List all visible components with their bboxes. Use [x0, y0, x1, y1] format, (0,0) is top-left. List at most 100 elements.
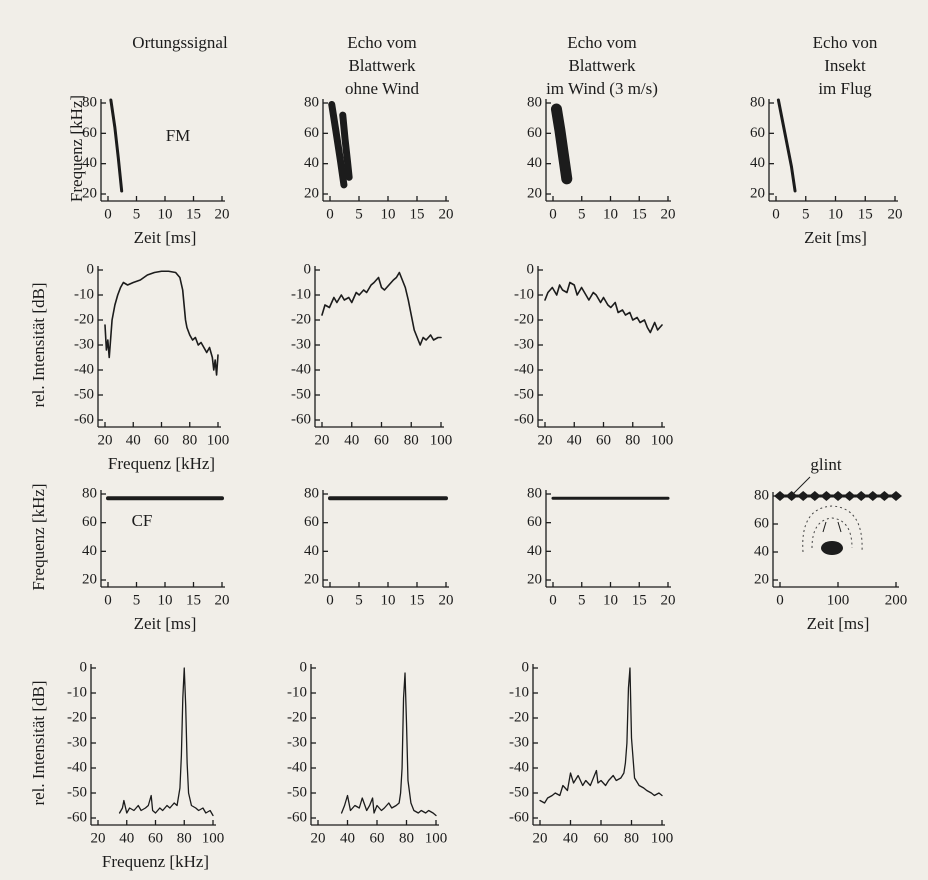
- y-tick-label: -60: [74, 411, 94, 427]
- y-tick-label: 0: [87, 261, 95, 277]
- column-title: ohne Wind: [345, 79, 420, 98]
- y-tick-label: -30: [291, 336, 311, 352]
- annotation-leader: [792, 476, 811, 495]
- data-line: [539, 667, 663, 804]
- insect-body: [821, 541, 843, 555]
- y-tick-label: 0: [304, 261, 312, 277]
- x-tick-label: 20: [661, 592, 676, 608]
- x-tick-label: 20: [439, 206, 454, 222]
- y-tick-label: -60: [291, 411, 311, 427]
- y-tick-label: -20: [291, 311, 311, 327]
- x-axis-label: Zeit [ms]: [804, 228, 867, 247]
- data-marker: [808, 491, 821, 501]
- x-tick-label: 40: [344, 432, 359, 448]
- y-tick-label: -20: [67, 709, 87, 725]
- x-tick-label: 80: [182, 432, 197, 448]
- x-tick-label: 15: [632, 206, 647, 222]
- x-tick-label: 40: [563, 830, 578, 846]
- data-line: [776, 98, 797, 193]
- y-tick-label: 20: [527, 185, 542, 201]
- annotation: FM: [166, 126, 191, 145]
- column-title: im Wind (3 m/s): [546, 79, 658, 98]
- x-tick-label: 0: [772, 206, 780, 222]
- y-tick-label: 40: [82, 155, 97, 171]
- y-tick-label: -10: [291, 286, 311, 302]
- column-title: Echo vom: [567, 33, 636, 52]
- y-tick-label: -20: [287, 709, 307, 725]
- y-tick-label: -30: [67, 734, 87, 750]
- y-tick-label: 40: [754, 543, 769, 559]
- x-tick-label: 5: [802, 206, 810, 222]
- y-tick-label: 60: [754, 515, 769, 531]
- y-tick-label: -30: [514, 336, 534, 352]
- x-tick-label: 15: [410, 592, 425, 608]
- data-line: [328, 101, 348, 189]
- x-tick-label: 15: [186, 592, 201, 608]
- x-tick-label: 15: [632, 592, 647, 608]
- y-tick-label: 0: [527, 261, 535, 277]
- x-tick-label: 10: [158, 206, 173, 222]
- x-tick-label: 20: [215, 592, 230, 608]
- y-tick-label: -50: [291, 386, 311, 402]
- column-title: Insekt: [824, 56, 866, 75]
- annotation: CF: [132, 511, 153, 530]
- x-tick-label: 100: [207, 432, 230, 448]
- x-tick-label: 20: [439, 592, 454, 608]
- x-tick-label: 60: [370, 830, 385, 846]
- data-line: [339, 111, 353, 181]
- x-tick-label: 15: [410, 206, 425, 222]
- y-tick-label: -60: [514, 411, 534, 427]
- echo-arc: [811, 517, 853, 549]
- data-marker: [843, 491, 856, 501]
- y-axis-label: rel. Intensität [dB]: [29, 680, 48, 805]
- data-marker: [878, 491, 891, 501]
- y-tick-label: 60: [527, 514, 542, 530]
- x-tick-label: 10: [381, 592, 396, 608]
- x-tick-label: 10: [828, 206, 843, 222]
- y-tick-label: -40: [287, 759, 307, 775]
- y-tick-label: -20: [509, 709, 529, 725]
- x-tick-label: 100: [651, 432, 674, 448]
- y-axis-label: Frequenz [kHz]: [29, 483, 48, 590]
- y-tick-label: -20: [514, 311, 534, 327]
- x-tick-label: 100: [430, 432, 453, 448]
- x-tick-label: 80: [177, 830, 192, 846]
- y-tick-label: 80: [527, 94, 542, 110]
- y-tick-label: 40: [527, 155, 542, 171]
- annotation: glint: [810, 455, 841, 474]
- y-tick-label: 0: [80, 659, 88, 675]
- x-tick-label: 60: [594, 830, 609, 846]
- y-tick-label: 20: [82, 185, 97, 201]
- y-tick-label: -40: [514, 361, 534, 377]
- x-tick-label: 0: [549, 592, 557, 608]
- x-axis-label: Frequenz [kHz]: [102, 852, 209, 871]
- y-tick-label: 80: [82, 94, 97, 110]
- data-line: [550, 103, 573, 185]
- x-tick-label: 80: [404, 432, 419, 448]
- x-tick-label: 200: [885, 592, 908, 608]
- x-tick-label: 40: [340, 830, 355, 846]
- y-tick-label: 60: [82, 514, 97, 530]
- x-tick-label: 20: [98, 432, 113, 448]
- y-axis-label: rel. Intensität [dB]: [29, 282, 48, 407]
- x-tick-label: 20: [91, 830, 106, 846]
- x-tick-label: 60: [154, 432, 169, 448]
- y-tick-label: 60: [527, 125, 542, 141]
- y-tick-label: 40: [750, 155, 765, 171]
- column-title: Blattwerk: [348, 56, 416, 75]
- y-tick-label: -10: [514, 286, 534, 302]
- x-tick-label: 0: [326, 206, 334, 222]
- x-tick-label: 10: [603, 592, 618, 608]
- data-line: [544, 281, 663, 334]
- y-tick-label: -50: [287, 784, 307, 800]
- x-axis-label: Zeit [ms]: [807, 614, 870, 633]
- y-tick-label: -50: [67, 784, 87, 800]
- y-tick-label: 80: [304, 485, 319, 501]
- data-marker: [820, 491, 833, 501]
- x-tick-label: 80: [625, 432, 640, 448]
- x-tick-label: 20: [661, 206, 676, 222]
- x-tick-label: 40: [119, 830, 134, 846]
- x-tick-label: 80: [399, 830, 414, 846]
- y-tick-label: 80: [82, 485, 97, 501]
